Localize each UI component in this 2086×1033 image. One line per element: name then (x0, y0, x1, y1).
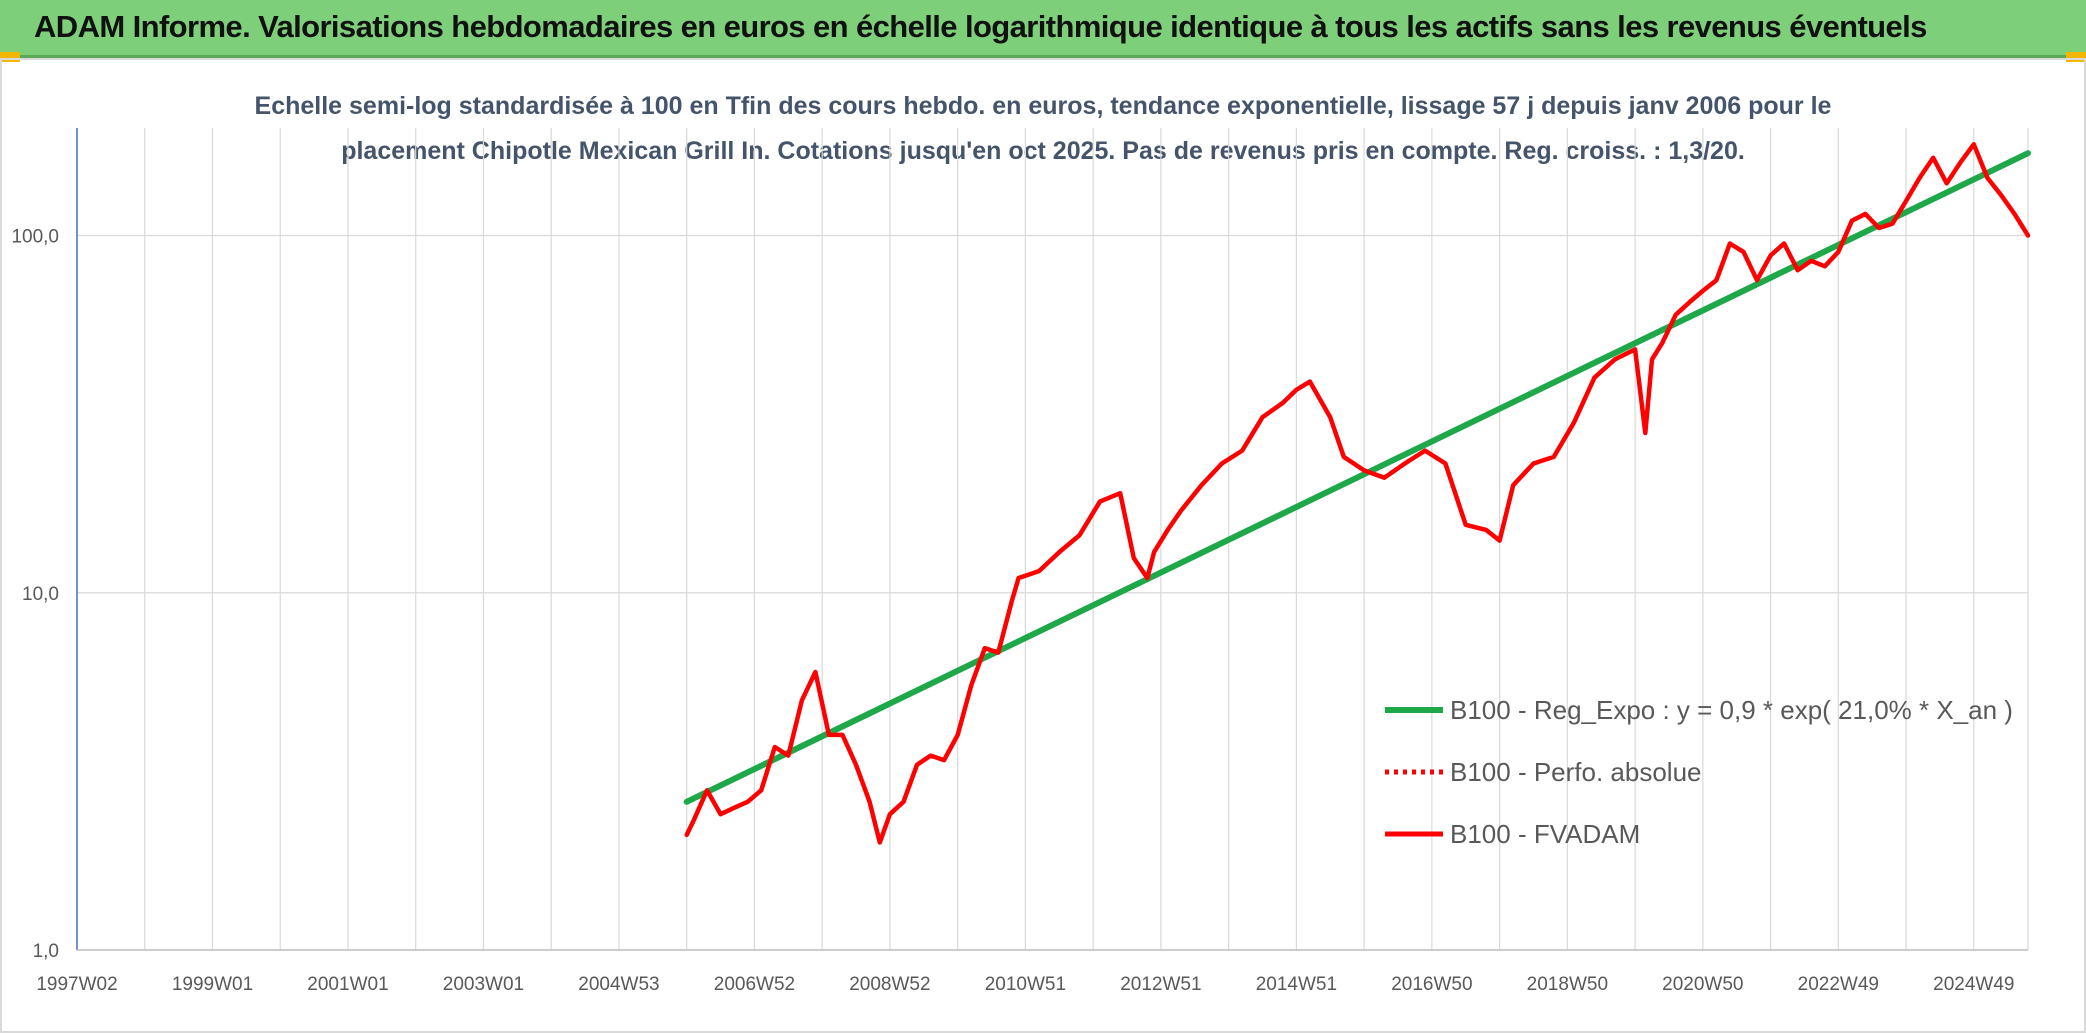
x-tick-label: 2020W50 (1662, 974, 1743, 995)
x-tick-label: 2024W49 (1933, 974, 2014, 995)
series-line-reg-expo (683, 150, 2031, 805)
y-tick-labels: 1,0 10,0 100,0 (11, 227, 59, 962)
x-tick-label: 2004W53 (578, 974, 659, 995)
x-tick-labels: 1997W02 1999W01 2001W01 2003W01 2004W53 2006W… (36, 974, 2014, 995)
y-tick-label: 100,0 (11, 227, 59, 248)
chart-frame (0, 58, 2086, 1033)
corner-marker-left (0, 52, 20, 62)
legend-label-reg-expo: B100 - Reg_Expo : y = 0,9 * exp( 21,0% *… (1450, 695, 2013, 725)
x-tick-label: 2016W50 (1391, 974, 1472, 995)
horizontal-gridlines (77, 234, 2028, 951)
x-tick-label: 2014W51 (1256, 974, 1337, 995)
x-tick-label: 1997W02 (36, 974, 117, 995)
header-banner: ADAM Informe. Valorisations hebdomadaire… (0, 0, 2086, 58)
chart-title-line-1: Echelle semi-log standardisée à 100 en T… (255, 92, 1832, 120)
x-tick-label: 2006W52 (714, 974, 795, 995)
x-tick-label: 2008W52 (849, 974, 930, 995)
x-tick-label: 2010W51 (985, 974, 1066, 995)
legend: B100 - Reg_Expo : y = 0,9 * exp( 21,0% *… (1385, 695, 2013, 849)
series-layer (683, 142, 2031, 845)
x-tick-label: 1999W01 (172, 974, 253, 995)
legend-label-fvadam: B100 - FVADAM (1450, 819, 1640, 849)
y-tick-label: 10,0 (22, 584, 59, 605)
y-tick-label: 1,0 (33, 941, 59, 962)
x-tick-label: 2012W51 (1120, 974, 1201, 995)
corner-marker-right (2066, 52, 2086, 62)
series-line-fvadam (684, 142, 2031, 845)
x-tick-label: 2022W49 (1798, 974, 1879, 995)
report-title: ADAM Informe. Valorisations hebdomadaire… (34, 9, 1927, 44)
x-tick-label: 2018W50 (1527, 974, 1608, 995)
vertical-gridlines (76, 128, 2029, 950)
chart-title-line-2: placement Chipotle Mexican Grill In. Cot… (341, 137, 1745, 165)
x-tick-label: 2003W01 (443, 974, 524, 995)
legend-label-perfo-absolue: B100 - Perfo. absolue (1450, 757, 1702, 787)
x-tick-label: 2001W01 (307, 974, 388, 995)
